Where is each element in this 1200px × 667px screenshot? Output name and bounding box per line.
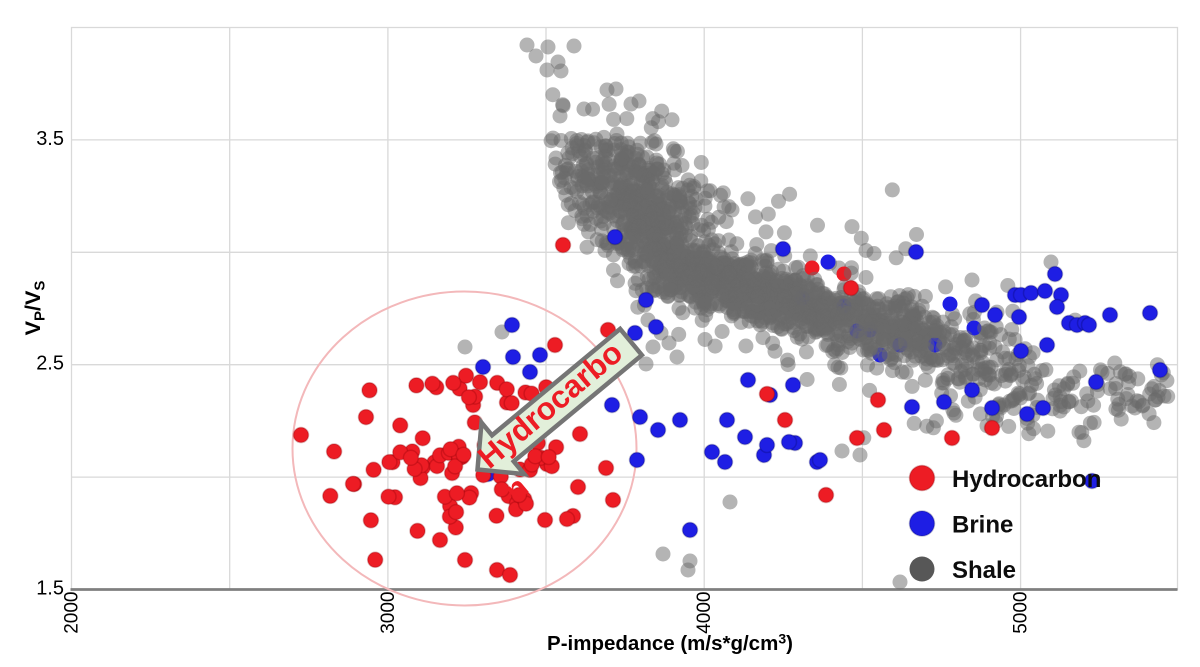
svg-text:1.5: 1.5: [36, 578, 64, 600]
svg-text:2000: 2000: [62, 592, 83, 634]
svg-text:Shale: Shale: [952, 557, 1016, 584]
svg-text:P-impedance (m/s*g/cm3): P-impedance (m/s*g/cm3): [547, 631, 793, 656]
svg-text:3000: 3000: [378, 592, 399, 634]
svg-text:4000: 4000: [694, 592, 715, 634]
svg-text:2.5: 2.5: [36, 353, 64, 375]
svg-text:3.5: 3.5: [36, 128, 64, 150]
svg-text:Hydrocarbon: Hydrocarbon: [952, 466, 1101, 493]
svg-text:5000: 5000: [1011, 592, 1032, 634]
svg-text:Brine: Brine: [952, 512, 1013, 539]
